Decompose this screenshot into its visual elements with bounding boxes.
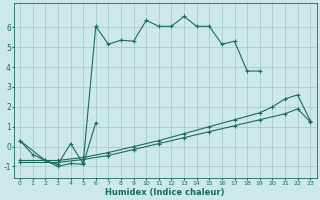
- X-axis label: Humidex (Indice chaleur): Humidex (Indice chaleur): [105, 188, 225, 197]
